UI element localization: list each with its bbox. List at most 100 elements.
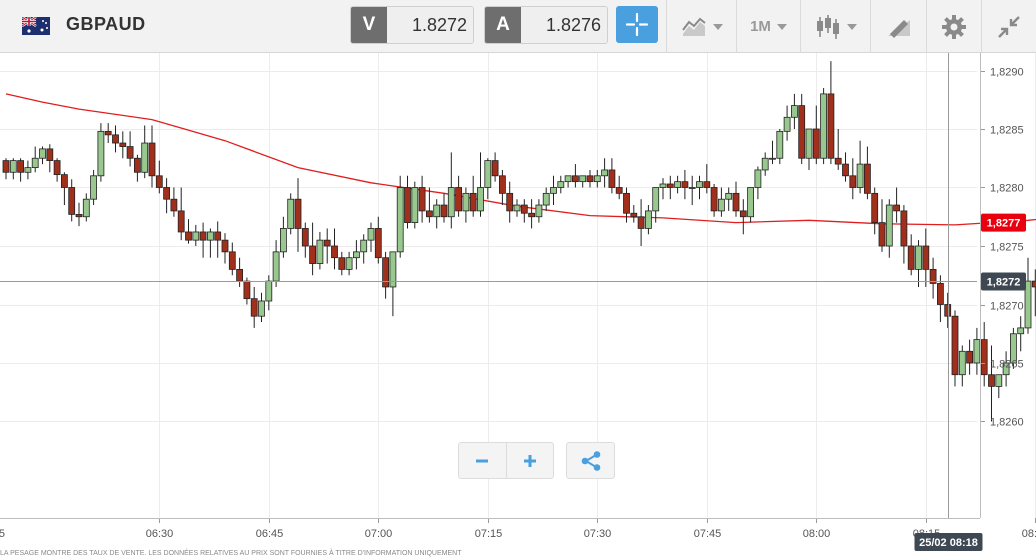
candle-bullish — [82, 193, 90, 222]
candle-bullish — [805, 128, 813, 170]
moving-average-layer — [5, 93, 1036, 226]
candle-bullish — [1002, 351, 1010, 387]
candle-bullish — [542, 187, 550, 211]
candle-bearish — [681, 169, 689, 200]
candle-bullish — [272, 240, 280, 287]
candle-bearish — [323, 228, 331, 264]
candle-body — [842, 163, 849, 177]
candle-bearish — [878, 199, 886, 252]
crosshair-button[interactable] — [616, 6, 658, 43]
chart-type-button[interactable] — [666, 0, 736, 53]
candle-body — [601, 169, 608, 177]
drawing-tools-icon — [887, 19, 910, 38]
candle-body — [572, 175, 579, 183]
buy-label: A — [485, 7, 521, 43]
candle-bullish — [24, 160, 32, 180]
candle-body — [425, 210, 433, 218]
candle-bearish — [250, 286, 258, 328]
candle-body — [1031, 280, 1036, 288]
candle-body — [243, 280, 251, 300]
candle-body — [652, 187, 660, 212]
candle-bullish — [885, 199, 893, 258]
candle-bearish — [827, 61, 835, 165]
candle-bullish — [718, 187, 725, 217]
candle-bearish — [228, 242, 236, 276]
candle-bullish — [652, 187, 660, 223]
price-chart[interactable]: 1,82901,82851,82801,82751,82701,82651,82… — [0, 53, 1036, 558]
sell-price-button[interactable]: V 1.8272 — [350, 6, 474, 44]
chevron-down-icon — [776, 23, 787, 30]
candle-bearish — [236, 257, 244, 287]
candle-bullish — [367, 222, 375, 252]
candle-body — [703, 181, 711, 188]
candle-body — [557, 181, 565, 188]
candle-body — [564, 175, 572, 183]
collapse-icon — [998, 15, 1020, 38]
candle-bearish — [572, 164, 579, 188]
x-tick-label: 07:30 — [584, 528, 612, 540]
candle-bullish — [279, 216, 287, 258]
candle-body — [82, 198, 90, 218]
zoom-in-button[interactable] — [505, 443, 554, 478]
candle-body — [133, 157, 141, 173]
gear-icon — [942, 14, 966, 39]
chart-axes: 1,8290 1,8285 1,8280 1,8275 1,8270 1,8265 1,82… — [0, 53, 1036, 540]
candle-bullish — [396, 175, 404, 258]
candle-body — [192, 231, 200, 241]
candle-style-button[interactable] — [800, 0, 870, 53]
buy-price-button[interactable]: A 1.8276 — [484, 6, 608, 44]
candle-body — [791, 105, 798, 118]
candle-bearish — [506, 181, 514, 223]
collapse-button[interactable] — [981, 0, 1036, 53]
candle-bullish — [97, 123, 105, 182]
candle-body — [309, 245, 317, 264]
candle-body — [374, 228, 382, 259]
candle-body — [323, 239, 331, 247]
candle-bearish — [739, 199, 747, 235]
chart-toolbar: GBPAUD V 1.8272 A 1.8276 1M — [0, 0, 1036, 53]
settings-button[interactable] — [926, 0, 981, 53]
candle-body — [433, 204, 441, 218]
candle-body — [769, 157, 776, 160]
candle-bullish — [535, 199, 543, 223]
candle-bullish — [856, 140, 864, 194]
candle-body — [623, 192, 630, 214]
candle-body — [937, 283, 944, 305]
zoom-in-icon — [523, 454, 536, 467]
candle-body — [498, 175, 506, 194]
candle-bearish — [630, 205, 638, 223]
candle-bearish — [907, 234, 915, 276]
ma-price-badge — [981, 213, 1026, 232]
candle-bearish — [637, 199, 645, 246]
share-button[interactable] — [566, 442, 615, 479]
price-disclaimer: LA PESAGE MONTRE DES TAUX DE VENTE. LES … — [0, 550, 462, 557]
zoom-out-button[interactable] — [459, 443, 506, 478]
candle-body — [922, 245, 930, 270]
sell-label: V — [351, 7, 387, 43]
candle-body — [396, 187, 404, 253]
drawing-tools-button[interactable] — [870, 0, 926, 53]
candle-body — [929, 268, 937, 284]
timeframe-button[interactable]: 1M — [736, 0, 800, 53]
candle-bearish — [710, 183, 718, 217]
candle-body — [75, 214, 83, 218]
candle-bullish — [39, 146, 46, 165]
candle-body — [550, 187, 557, 194]
y-tick-label: 1,8280 — [990, 183, 1024, 195]
candle-bearish — [75, 202, 83, 227]
candle-body — [900, 210, 908, 247]
current-price-label: 1,8272 — [987, 277, 1021, 289]
candle-bullish — [696, 175, 703, 200]
candle-body — [535, 204, 543, 218]
candle-body — [666, 183, 674, 188]
candle-bullish — [973, 327, 981, 375]
candle-bullish — [579, 175, 587, 188]
candle-body — [148, 142, 156, 177]
candle-bearish — [615, 175, 623, 200]
candle-bearish — [623, 187, 630, 223]
candle-bearish — [112, 125, 119, 153]
candle-body — [265, 280, 273, 302]
candle-body — [104, 130, 112, 136]
candle-body — [674, 181, 681, 188]
candle-body — [718, 198, 725, 212]
